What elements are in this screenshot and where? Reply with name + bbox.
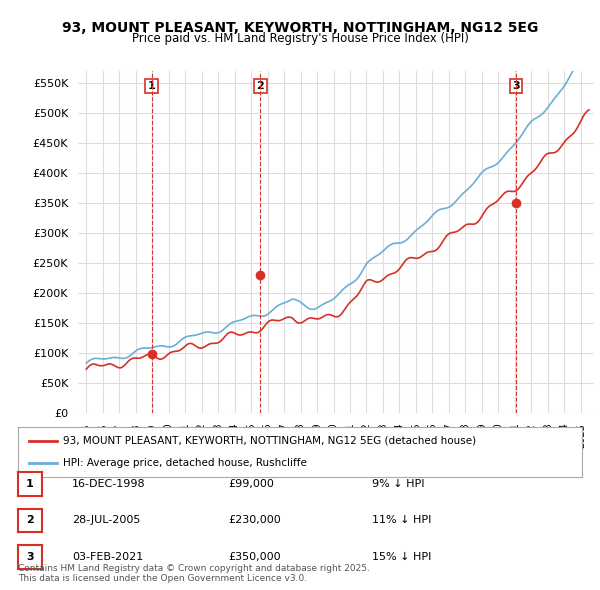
Text: £350,000: £350,000: [228, 552, 281, 562]
Text: Price paid vs. HM Land Registry's House Price Index (HPI): Price paid vs. HM Land Registry's House …: [131, 32, 469, 45]
Text: 15% ↓ HPI: 15% ↓ HPI: [372, 552, 431, 562]
Text: 1: 1: [148, 81, 155, 91]
Text: 93, MOUNT PLEASANT, KEYWORTH, NOTTINGHAM, NG12 5EG: 93, MOUNT PLEASANT, KEYWORTH, NOTTINGHAM…: [62, 21, 538, 35]
Text: Contains HM Land Registry data © Crown copyright and database right 2025.
This d: Contains HM Land Registry data © Crown c…: [18, 563, 370, 583]
Text: 03-FEB-2021: 03-FEB-2021: [72, 552, 143, 562]
Text: HPI: Average price, detached house, Rushcliffe: HPI: Average price, detached house, Rush…: [63, 458, 307, 468]
Text: 3: 3: [512, 81, 520, 91]
Text: £99,000: £99,000: [228, 479, 274, 489]
Text: 16-DEC-1998: 16-DEC-1998: [72, 479, 146, 489]
Text: 1: 1: [26, 479, 34, 489]
Text: 11% ↓ HPI: 11% ↓ HPI: [372, 516, 431, 525]
Text: £230,000: £230,000: [228, 516, 281, 525]
Text: 28-JUL-2005: 28-JUL-2005: [72, 516, 140, 525]
Text: 2: 2: [26, 516, 34, 525]
Text: 93, MOUNT PLEASANT, KEYWORTH, NOTTINGHAM, NG12 5EG (detached house): 93, MOUNT PLEASANT, KEYWORTH, NOTTINGHAM…: [63, 435, 476, 445]
Text: 3: 3: [26, 552, 34, 562]
Text: 9% ↓ HPI: 9% ↓ HPI: [372, 479, 425, 489]
Text: 2: 2: [257, 81, 265, 91]
